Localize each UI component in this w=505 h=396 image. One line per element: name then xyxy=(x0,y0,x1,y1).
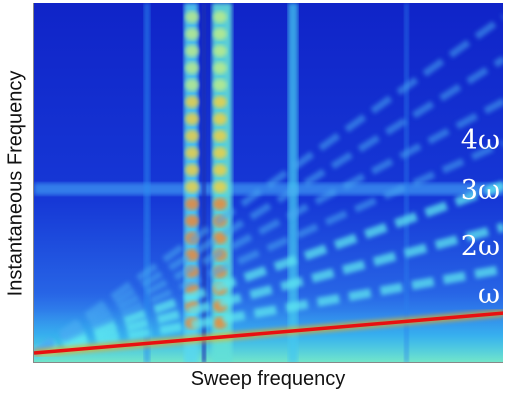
harmonic-line xyxy=(34,139,503,357)
harmonic-line xyxy=(34,264,503,358)
stripe-blob xyxy=(213,198,227,210)
stripe-blob xyxy=(185,96,199,108)
harmonic-label: 2ω xyxy=(461,231,500,262)
spectrogram-svg: ω 2ω 3ω 4ω xyxy=(34,3,503,362)
harmonic-label: 3ω xyxy=(461,175,500,206)
harmonic-line xyxy=(34,222,503,358)
stripe-blob xyxy=(213,181,227,193)
stripe-blob xyxy=(213,96,227,108)
stripe-blob xyxy=(213,11,227,23)
stripe-blob xyxy=(185,79,199,91)
fundamental-line xyxy=(34,309,503,357)
stripe-blob xyxy=(213,113,227,125)
stripe-blob xyxy=(213,79,227,91)
vertical-stripe xyxy=(144,3,150,362)
stripe-blob xyxy=(213,147,227,159)
vertical-stripe xyxy=(288,3,298,362)
stripe-blob xyxy=(213,62,227,74)
stripe-blob xyxy=(213,28,227,40)
stripe-blob xyxy=(185,45,199,57)
harmonic-labels: ω 2ω 3ω 4ω xyxy=(461,125,500,310)
stripe-blob xyxy=(185,130,199,142)
y-axis-label: Instantaneous Frequency xyxy=(4,70,27,296)
harmonic-line xyxy=(34,180,503,358)
stripe-blob xyxy=(185,28,199,40)
horizontal-band xyxy=(34,183,503,195)
stripe-blob xyxy=(213,164,227,176)
stripe-blob xyxy=(185,147,199,159)
vertical-stripe xyxy=(404,3,409,362)
stripe-blob xyxy=(185,181,199,193)
harmonic-line xyxy=(34,56,503,356)
harmonic-line xyxy=(34,14,503,356)
harmonic-label: ω xyxy=(478,279,500,310)
stripe-blob xyxy=(185,11,199,23)
x-axis-label: Sweep frequency xyxy=(190,368,346,390)
harmonic-line xyxy=(34,97,503,357)
stripe-blob xyxy=(185,198,199,210)
harmonic-label: 4ω xyxy=(461,125,500,156)
stripe-blob xyxy=(213,45,227,57)
stripe-blob xyxy=(185,113,199,125)
fundamental-core xyxy=(34,311,503,355)
stripe-blob xyxy=(213,232,227,244)
stripe-blob xyxy=(185,164,199,176)
spectrogram-plot-area: ω 2ω 3ω 4ω xyxy=(33,3,503,363)
stripe-blob xyxy=(185,215,199,227)
stripe-blob xyxy=(185,62,199,74)
harmonic-lines xyxy=(34,14,503,358)
vertical-stripe xyxy=(202,3,206,362)
stripe-blob xyxy=(213,130,227,142)
